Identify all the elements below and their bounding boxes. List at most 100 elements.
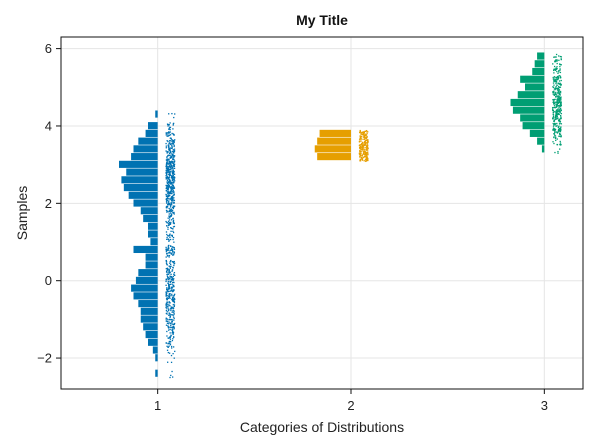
sample-point <box>172 217 174 220</box>
sample-point <box>552 78 555 80</box>
sample-point <box>167 254 169 257</box>
sample-point <box>173 271 176 274</box>
sample-point <box>167 246 169 248</box>
sample-point <box>167 228 169 230</box>
sample-point <box>557 78 559 80</box>
sample-point <box>558 70 560 72</box>
sample-point <box>167 194 169 196</box>
sample-point <box>558 55 560 57</box>
sample-point <box>359 146 362 148</box>
sample-point <box>170 176 173 178</box>
sample-point <box>174 113 176 115</box>
sample-point <box>556 98 558 101</box>
sample-point <box>555 93 558 95</box>
sample-point <box>165 294 167 296</box>
sample-point <box>559 77 561 79</box>
sample-point <box>558 71 560 73</box>
sample-point <box>552 91 554 93</box>
sample-point <box>359 147 361 149</box>
sample-point <box>166 330 168 333</box>
sample-point <box>165 165 167 168</box>
sample-point <box>358 152 361 154</box>
sample-point <box>167 134 169 136</box>
sample-point <box>173 141 176 143</box>
sample-point <box>170 252 172 254</box>
sample-point <box>169 157 171 159</box>
sample-point <box>172 150 174 152</box>
sample-point <box>365 156 367 158</box>
sample-point <box>172 336 175 338</box>
sample-point <box>165 246 167 249</box>
sample-point <box>171 283 173 285</box>
sample-point <box>172 184 175 186</box>
sample-point <box>168 240 170 242</box>
sample-point <box>172 189 175 191</box>
sample-point <box>365 146 367 149</box>
sample-point <box>554 134 556 136</box>
sample-point <box>558 89 560 91</box>
sample-point <box>359 156 361 158</box>
sample-point <box>169 318 171 321</box>
sample-point <box>165 195 168 198</box>
sample-point <box>168 163 171 165</box>
x-axis-label: Categories of Distributions <box>240 419 404 435</box>
sample-point <box>167 361 169 363</box>
sample-point <box>172 307 174 310</box>
sample-point <box>552 126 555 128</box>
sample-point <box>555 59 557 61</box>
sample-point <box>557 119 560 122</box>
sample-point <box>173 241 175 243</box>
sample-point <box>171 270 173 272</box>
sample-point <box>358 144 361 147</box>
sample-point <box>558 98 560 100</box>
sample-point <box>362 134 365 136</box>
sample-point <box>171 248 173 250</box>
sample-point <box>554 115 557 118</box>
sample-point <box>168 295 171 298</box>
sample-point <box>171 203 173 205</box>
histogram-bar <box>140 207 158 215</box>
sample-point <box>172 261 174 263</box>
sample-point <box>559 133 562 135</box>
sample-point <box>559 83 562 86</box>
sample-point <box>167 223 170 225</box>
sample-point <box>172 284 175 287</box>
sample-point <box>166 187 169 189</box>
sample-point <box>359 153 362 155</box>
sample-point <box>554 92 556 94</box>
sample-point <box>166 211 168 213</box>
sample-point <box>172 250 174 252</box>
sample-point <box>169 238 172 241</box>
x-tick-label: 2 <box>347 398 354 413</box>
sample-point <box>166 177 168 179</box>
sample-point <box>361 141 364 144</box>
sample-point <box>559 90 562 93</box>
sample-point <box>559 120 562 123</box>
sample-point <box>359 143 361 146</box>
sample-point <box>170 335 172 337</box>
sample-point <box>360 148 362 150</box>
sample-point <box>171 198 174 200</box>
sample-point <box>170 265 172 268</box>
sample-point <box>165 324 168 326</box>
sample-point <box>559 76 562 78</box>
sample-point <box>173 253 175 255</box>
sample-point <box>167 297 170 300</box>
sample-point <box>170 183 173 185</box>
sample-point <box>167 277 169 279</box>
sample-point <box>170 374 172 377</box>
sample-point <box>165 201 168 203</box>
sample-point <box>173 313 175 315</box>
histogram-bar <box>131 284 158 292</box>
sample-point <box>555 104 557 106</box>
sample-point <box>560 126 562 128</box>
x-tick-label: 1 <box>154 398 161 413</box>
sample-point <box>165 176 168 179</box>
sample-point <box>558 100 561 102</box>
histogram-bar <box>510 98 545 107</box>
sample-point <box>360 133 363 135</box>
sample-point <box>359 137 361 140</box>
sample-point <box>557 111 559 113</box>
sample-point <box>171 370 173 373</box>
